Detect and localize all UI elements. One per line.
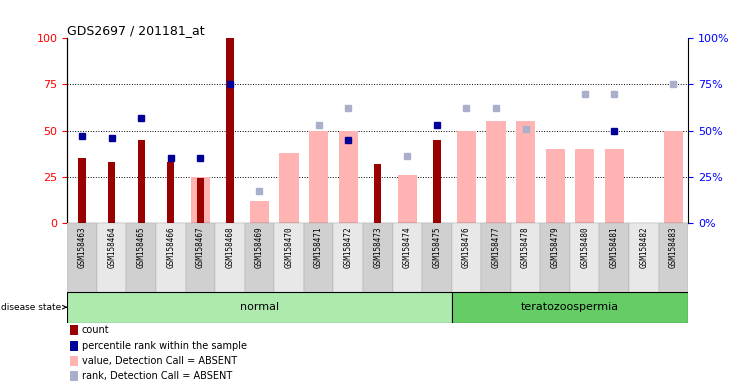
Text: GSM158474: GSM158474 (403, 226, 412, 268)
Text: GSM158477: GSM158477 (491, 226, 500, 268)
Bar (481, 223, 511, 292)
Bar (629, 223, 658, 292)
Bar (516, 121, 535, 223)
Bar (334, 223, 363, 292)
Bar (97, 223, 126, 292)
Text: GSM158471: GSM158471 (314, 226, 323, 268)
Text: teratozoospermia: teratozoospermia (521, 302, 619, 312)
Bar (398, 175, 417, 223)
Bar (70, 371, 78, 381)
Text: GSM158480: GSM158480 (580, 226, 589, 268)
Bar (70, 325, 78, 335)
Text: rank, Detection Call = ABSENT: rank, Detection Call = ABSENT (82, 371, 232, 381)
Bar (167, 162, 174, 223)
Text: GDS2697 / 201181_at: GDS2697 / 201181_at (67, 24, 205, 37)
Text: GSM158472: GSM158472 (343, 226, 352, 268)
Text: count: count (82, 325, 109, 335)
Bar (191, 177, 210, 223)
Text: GSM158467: GSM158467 (196, 226, 205, 268)
Bar (452, 223, 481, 292)
Text: GSM158481: GSM158481 (610, 226, 619, 268)
Text: disease state: disease state (1, 303, 67, 312)
Text: percentile rank within the sample: percentile rank within the sample (82, 341, 247, 351)
Text: GSM158463: GSM158463 (78, 226, 87, 268)
Bar (363, 223, 393, 292)
Text: normal: normal (240, 302, 279, 312)
Bar (108, 162, 115, 223)
Bar (245, 223, 275, 292)
Bar (540, 223, 570, 292)
Bar (452, 292, 688, 323)
Bar (433, 140, 441, 223)
Text: GSM158476: GSM158476 (462, 226, 471, 268)
Text: GSM158479: GSM158479 (551, 226, 560, 268)
Text: GSM158468: GSM158468 (225, 226, 234, 268)
Bar (79, 158, 86, 223)
Bar (570, 223, 599, 292)
Bar (599, 223, 629, 292)
Bar (280, 153, 298, 223)
Bar (604, 149, 624, 223)
Bar (70, 341, 78, 351)
Bar (309, 131, 328, 223)
Text: GSM158466: GSM158466 (166, 226, 175, 268)
Text: GSM158483: GSM158483 (669, 226, 678, 268)
Bar (545, 149, 565, 223)
Bar (663, 131, 683, 223)
Text: GSM158464: GSM158464 (107, 226, 116, 268)
Text: GSM158473: GSM158473 (373, 226, 382, 268)
Bar (67, 223, 97, 292)
Bar (275, 223, 304, 292)
Bar (457, 131, 476, 223)
Text: value, Detection Call = ABSENT: value, Detection Call = ABSENT (82, 356, 237, 366)
Bar (215, 223, 245, 292)
Bar (138, 140, 145, 223)
Bar (486, 121, 506, 223)
Bar (186, 223, 215, 292)
Bar (250, 200, 269, 223)
Bar (226, 38, 233, 223)
Bar (374, 164, 381, 223)
Text: GSM158475: GSM158475 (432, 226, 441, 268)
Bar (70, 356, 78, 366)
Bar (658, 223, 688, 292)
Text: GSM158482: GSM158482 (640, 226, 649, 268)
Bar (156, 223, 186, 292)
Text: GSM158465: GSM158465 (137, 226, 146, 268)
Text: GSM158470: GSM158470 (284, 226, 293, 268)
Bar (393, 223, 422, 292)
Bar (511, 223, 540, 292)
Bar (422, 223, 452, 292)
Text: GSM158478: GSM158478 (521, 226, 530, 268)
Bar (197, 179, 204, 223)
Bar (575, 149, 595, 223)
Bar (339, 131, 358, 223)
Bar (67, 292, 452, 323)
Bar (126, 223, 156, 292)
Bar (304, 223, 334, 292)
Text: GSM158469: GSM158469 (255, 226, 264, 268)
